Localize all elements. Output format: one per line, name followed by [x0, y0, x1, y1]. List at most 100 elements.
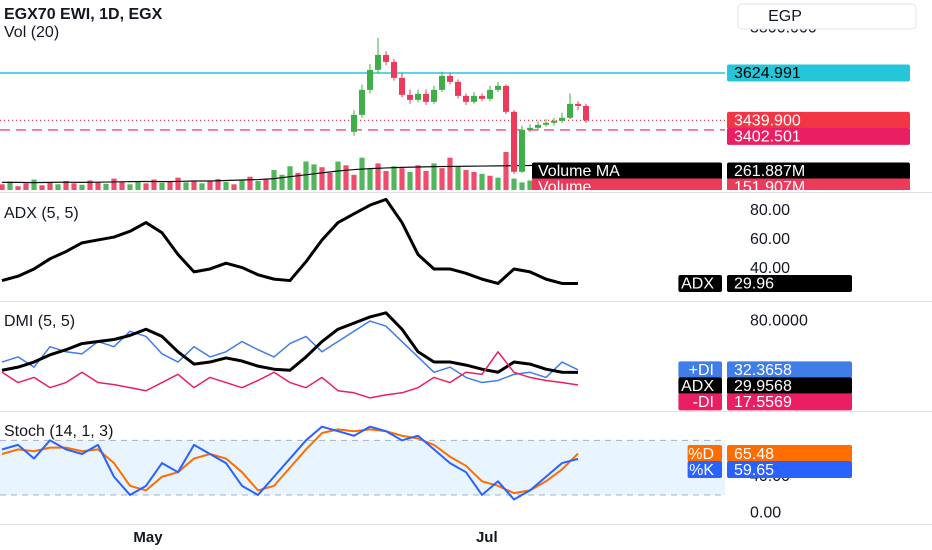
value-label: 59.65: [734, 462, 774, 479]
volume-bar: [15, 186, 21, 190]
value-label: 65.48: [734, 446, 774, 463]
candle-body: [479, 95, 485, 99]
volume-bar: [23, 183, 29, 190]
volume-ma-line: [2, 164, 579, 184]
value-box: [727, 393, 852, 411]
volume-bar: [199, 183, 205, 190]
volume-bar: [0, 184, 5, 190]
candle-body: [567, 103, 573, 118]
volume-bar: [263, 178, 269, 190]
volume-bar: [287, 166, 293, 190]
volume-bar: [71, 183, 77, 190]
volume-bar: [135, 181, 141, 190]
volume-bar: [95, 182, 101, 190]
y-tick-label: 60.00: [750, 231, 790, 248]
y-tick-label: 80.00: [750, 202, 790, 219]
volume-bar: [207, 180, 213, 190]
volume-bar: [391, 166, 397, 190]
candle-body: [487, 89, 493, 99]
indicator-line: [1, 425, 579, 501]
candle-body: [439, 75, 445, 90]
volume-bar: [127, 184, 133, 190]
value-box: [727, 64, 910, 82]
volume-bar: [335, 161, 341, 190]
value-label: 32.3658: [734, 362, 792, 379]
volume-bar: [367, 169, 373, 190]
name-box: [678, 377, 722, 395]
volume-bar: [175, 177, 181, 190]
candle-body: [391, 61, 397, 78]
value-label: 29.96: [734, 276, 774, 293]
volume-bar: [191, 180, 197, 190]
value-box: [727, 275, 852, 293]
candle-body: [583, 105, 589, 121]
volume-bar: [271, 170, 277, 190]
volume-bar: [319, 167, 325, 190]
name-box: [687, 461, 722, 479]
volume-bar: [343, 165, 349, 190]
volume-bar: [511, 178, 517, 190]
y-tick-label: 0.00: [750, 504, 781, 521]
indicator-pane: [1, 197, 579, 286]
volume-bar: [31, 179, 37, 190]
name-box: [678, 275, 722, 293]
y-tick-label: 40.00: [750, 260, 790, 277]
volume-bar: [183, 182, 189, 190]
volume-bar: [295, 172, 301, 190]
volume-bar: [103, 183, 109, 190]
value-label: 29.9568: [734, 378, 792, 395]
candle-body: [543, 122, 549, 125]
volume-bar: [399, 168, 405, 190]
volume-bar: [223, 181, 229, 190]
x-tick-label: May: [133, 529, 163, 546]
value-label: 17.5569: [734, 394, 792, 411]
volume-bar: [63, 180, 69, 190]
currency-label: EGP: [768, 8, 802, 25]
name-label: Volume MA: [538, 163, 620, 180]
status-boxes: 261.887M Volume MA 151.907M Volume: [532, 162, 910, 196]
volume-bar: [303, 161, 309, 190]
volume-bar: [247, 176, 253, 190]
volume-bar: [7, 181, 13, 190]
name-label: ADX: [681, 276, 714, 293]
volume-bar: [495, 177, 501, 190]
candle-body: [471, 95, 477, 102]
volume-bar: [87, 180, 93, 190]
volume-bar: [311, 164, 317, 190]
volume-bar: [447, 157, 453, 190]
name-label: ADX: [681, 378, 714, 395]
volume-bar: [519, 182, 525, 190]
volume-bar: [463, 170, 469, 190]
value-box: [727, 162, 910, 180]
name-label: %K: [689, 462, 714, 479]
volume-bar: [455, 166, 461, 190]
indicator-line: [1, 351, 579, 399]
volume-bar: [55, 184, 61, 190]
volume-bar: [359, 157, 365, 190]
volume-bar: [479, 173, 485, 190]
value-label: 3439.900: [734, 113, 801, 130]
value-label: 151.907M: [734, 179, 805, 196]
value-box: [727, 377, 852, 395]
currency-button[interactable]: [737, 3, 917, 30]
volume-bar: [327, 172, 333, 190]
candle-body: [575, 103, 581, 106]
value-box: [727, 461, 852, 479]
volume-bar: [231, 184, 237, 190]
value-label: 3624.991: [734, 65, 801, 82]
candle-body: [535, 124, 541, 128]
candle-body: [399, 77, 405, 95]
candle-body: [447, 75, 453, 82]
name-label: -DI: [693, 394, 714, 411]
volume-bar: [279, 174, 285, 190]
candle-body: [367, 69, 373, 90]
volume-bar: [255, 180, 261, 190]
candle-body: [383, 54, 389, 62]
value-label: 3402.501: [734, 129, 801, 146]
name-label: %D: [688, 446, 714, 463]
indicator-pane: [1, 311, 579, 399]
volume-bar: [167, 181, 173, 190]
volume-bar: [407, 171, 413, 190]
